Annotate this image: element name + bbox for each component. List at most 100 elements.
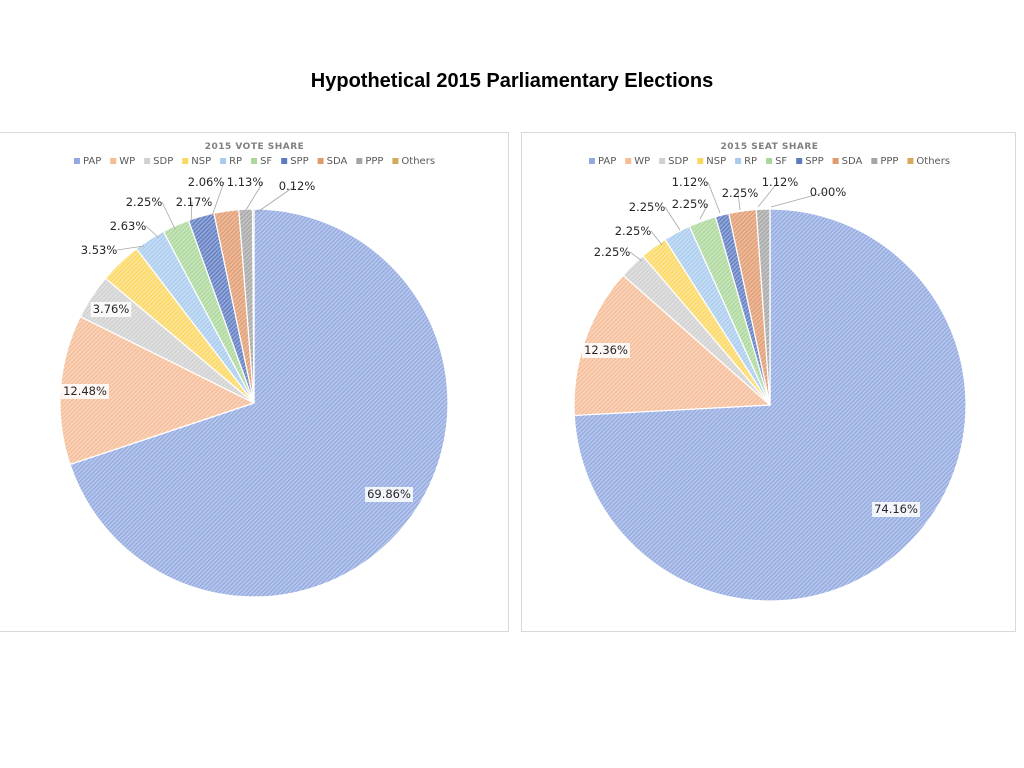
data-label-wp: 12.48%: [61, 384, 109, 399]
legend-swatch: [317, 158, 324, 164]
data-label-rp: 2.63%: [110, 219, 160, 239]
legend-item-ppp: PPP: [356, 156, 383, 167]
legend-item-others: Others: [907, 156, 950, 167]
legend-label: PAP: [598, 156, 616, 167]
legend-label: SF: [775, 156, 787, 167]
legend: PAP WP SDP NSP RP SF SPP SDA PPP Others: [73, 156, 435, 167]
data-label-text: 3.76%: [93, 302, 130, 316]
legend-swatch: [625, 158, 632, 164]
legend-label: PPP: [880, 156, 898, 167]
legend-item-rp: RP: [735, 156, 757, 167]
data-label-text: 2.06%: [188, 175, 225, 189]
data-label-spp: 2.17%: [176, 195, 213, 223]
pie-slice-others: [251, 208, 255, 404]
legend-label: Others: [916, 156, 950, 167]
leader-line: [664, 206, 681, 231]
vote-share-chart-panel: 2015 VOTE SHARE PAP WP SDP NSP RP SF SPP SDA PPP O…: [0, 132, 509, 632]
data-label-text: 2.17%: [176, 195, 213, 209]
data-label-sda: 2.25%: [722, 186, 758, 211]
seat-share-chart-panel: 2015 SEAT SHARE PAP WP SDP NSP RP SF SPP SDA PPP O…: [521, 132, 1016, 632]
legend-item-spp: SPP: [796, 156, 824, 167]
legend-swatch: [588, 158, 595, 164]
leader-line: [161, 201, 176, 230]
data-label-rp: 2.25%: [629, 200, 681, 231]
legend-swatch: [144, 158, 151, 164]
vote-share-pie-chart: 2015 VOTE SHARE PAP WP SDP NSP RP SF SPP SDA PPP O…: [59, 142, 449, 598]
data-label-text: 12.48%: [63, 384, 107, 398]
legend-swatch: [735, 158, 742, 164]
data-labels: 74.16% 12.36% 2.25% 2.25% 2.25% 2.25% 1.12% 2.2…: [582, 175, 920, 517]
pie-slice-pap: [69, 208, 449, 598]
data-label-text: 1.12%: [672, 175, 709, 189]
legend-item-ppp: PPP: [871, 156, 898, 167]
legend-label: NSP: [706, 156, 726, 167]
legend-swatch: [281, 158, 288, 164]
legend-label: PPP: [365, 156, 383, 167]
legend-swatch: [110, 158, 117, 164]
legend-item-wp: WP: [110, 156, 135, 167]
data-label-spp: 1.12%: [672, 175, 721, 214]
data-label-text: 0.12%: [279, 179, 316, 193]
data-label-text: 1.13%: [227, 175, 264, 189]
leader-line: [245, 181, 264, 211]
legend-item-pap: PAP: [73, 156, 101, 167]
leader-line: [737, 192, 741, 211]
leader-line: [190, 201, 193, 223]
legend-label: WP: [634, 156, 650, 167]
legend-label: Others: [401, 156, 435, 167]
legend-label: NSP: [191, 156, 211, 167]
leader-line: [650, 230, 663, 246]
data-label-text: 3.53%: [81, 243, 118, 257]
data-label-others: 0.00%: [770, 185, 847, 208]
legend-label: SPP: [805, 156, 823, 167]
data-label-background: [61, 384, 109, 399]
data-label-sf: 2.25%: [126, 195, 176, 230]
pie-slice-wp: [59, 315, 256, 466]
data-label-sf: 2.25%: [672, 197, 709, 220]
leader-line: [629, 251, 643, 262]
legend-swatch: [182, 158, 189, 164]
page-title: Hypothetical 2015 Parliamentary Election…: [310, 70, 714, 92]
legend-label: RP: [229, 156, 242, 167]
leader-line: [699, 203, 709, 220]
legend-label: SDP: [153, 156, 173, 167]
legend-item-others: Others: [392, 156, 435, 167]
chart-title: 2015 SEAT SHARE: [721, 142, 819, 152]
data-label-others: 0.12%: [255, 179, 316, 214]
pie-slices: [573, 208, 967, 602]
legend-item-nsp: NSP: [182, 156, 211, 167]
data-label-sdp: 2.25%: [594, 245, 643, 262]
data-label-nsp: 2.25%: [615, 224, 663, 246]
legend-swatch: [659, 158, 666, 164]
legend-item-sdp: SDP: [659, 156, 688, 167]
legend-swatch: [392, 158, 399, 164]
legend-item-sf: SF: [251, 156, 272, 167]
legend-swatch: [871, 158, 878, 164]
data-label-wp: 12.36%: [582, 343, 630, 358]
legend-label: SDA: [842, 156, 863, 167]
legend-swatch: [796, 158, 803, 164]
leader-line: [211, 181, 225, 217]
data-label-text: 2.25%: [629, 200, 666, 214]
legend-swatch: [220, 158, 227, 164]
legend: PAP WP SDP NSP RP SF SPP SDA PPP Others: [588, 156, 950, 167]
data-label-text: 2.25%: [615, 224, 652, 238]
data-label-text: 69.86%: [367, 487, 411, 501]
leader-line: [707, 181, 721, 214]
data-label-background: [90, 302, 132, 317]
data-label-text: 0.00%: [810, 185, 847, 199]
legend-label: PAP: [83, 156, 101, 167]
legend-item-sdp: SDP: [144, 156, 173, 167]
chart-title: 2015 VOTE SHARE: [205, 142, 305, 152]
legend-item-sf: SF: [766, 156, 787, 167]
leader-line: [757, 181, 779, 208]
legend-item-spp: SPP: [281, 156, 309, 167]
legend-item-wp: WP: [625, 156, 650, 167]
data-label-background: [582, 343, 630, 358]
legend-item-sda: SDA: [832, 156, 863, 167]
data-label-text: 74.16%: [874, 502, 918, 516]
legend-item-nsp: NSP: [697, 156, 726, 167]
legend-swatch: [356, 158, 363, 164]
legend-swatch: [766, 158, 773, 164]
data-label-text: 12.36%: [584, 343, 628, 357]
